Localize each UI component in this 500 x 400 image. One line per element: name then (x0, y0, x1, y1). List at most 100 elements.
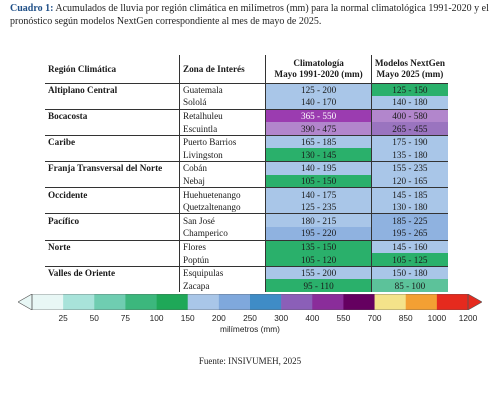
colorbar-tick-label: 25 (58, 313, 68, 323)
nextgen-value: 265 - 455 (371, 122, 448, 136)
zone-cell: Guatemala (178, 83, 266, 97)
nextgen-value: 145 - 185 (371, 187, 448, 201)
nextgen-value: 145 - 160 (371, 239, 448, 254)
table-row: Zacapa 95 - 110 85 - 100 (45, 279, 448, 292)
region-cell: Pacífico (45, 213, 180, 228)
table-row: Occidente Huehuetenango 140 - 175 145 - 185 (45, 187, 448, 201)
colorbar-segment (312, 294, 344, 310)
table-row: Norte Flores 135 - 150 145 - 160 (45, 239, 448, 254)
zone-cell: San José (178, 213, 266, 228)
header-zone: Zona de Interés (178, 55, 266, 84)
nextgen-value: 130 - 180 (371, 200, 448, 214)
colorbar-segment (32, 294, 64, 310)
table-row: Sololá 140 - 170 140 - 180 (45, 96, 448, 110)
climatology-value: 140 - 195 (265, 161, 372, 175)
climatology-value: 135 - 150 (265, 239, 372, 254)
region-cell (45, 253, 179, 266)
zone-cell: Sololá (178, 96, 266, 110)
colorbar-tick-label: 75 (120, 313, 131, 323)
header-climatology: Climatología Mayo 1991-2020 (mm) (265, 55, 372, 84)
header-nextgen: Modelos NextGen Mayo 2025 (mm) (371, 55, 448, 84)
climatology-value: 140 - 175 (265, 187, 372, 201)
colorbar-segment (374, 294, 407, 310)
precipitation-colorbar (18, 294, 482, 310)
climatology-value: 180 - 215 (265, 213, 372, 228)
colorbar-segment (343, 294, 375, 310)
region-cell: Occidente (45, 187, 180, 201)
nextgen-value: 155 - 235 (371, 161, 448, 175)
table-row: Quetzaltenango 125 - 235 130 - 180 (45, 200, 448, 214)
table-row: Caribe Puerto Barrios 165 - 185 175 - 190 (45, 134, 448, 149)
zone-cell: Retalhuleu (178, 108, 266, 123)
zone-cell: Livingston (178, 148, 266, 162)
colorbar-tick-label: 200 (211, 313, 226, 323)
colorbar-tick-label: 100 (149, 313, 164, 323)
climatology-value: 125 - 235 (265, 200, 372, 214)
climatology-value: 390 - 475 (265, 122, 372, 136)
colorbar-segment (281, 294, 313, 310)
colorbar-tick-label: 150 (180, 313, 195, 323)
zone-cell: Nebaj (178, 174, 266, 188)
colorbar-unit: milímetros (mm) (220, 324, 280, 334)
zone-cell: Cobán (178, 161, 266, 175)
rainfall-table: Región Climática Zona de Interés Climato… (45, 55, 448, 292)
colorbar-segment (436, 294, 469, 310)
table-row: Nebaj 105 - 150 120 - 165 (45, 174, 448, 188)
zone-cell: Puerto Barrios (178, 134, 266, 149)
climatology-value: 140 - 170 (265, 96, 372, 110)
region-cell (45, 96, 179, 109)
region-cell (45, 122, 179, 135)
nextgen-value: 85 - 100 (371, 279, 448, 292)
colorbar-min-arrow (18, 294, 33, 310)
nextgen-value: 125 - 150 (371, 83, 448, 97)
colorbar-max-arrow (467, 294, 482, 310)
nextgen-value: 120 - 165 (371, 174, 448, 188)
climatology-value: 125 - 200 (265, 83, 372, 97)
nextgen-value: 135 - 180 (371, 148, 448, 162)
nextgen-value: 150 - 180 (371, 265, 448, 280)
table-row: Poptún 105 - 120 105 - 125 (45, 253, 448, 267)
nextgen-value: 140 - 180 (371, 96, 448, 110)
climatology-value: 105 - 120 (265, 253, 372, 267)
colorbar-tick-label: 850 (398, 313, 413, 323)
region-cell (45, 227, 179, 240)
colorbar-segment (218, 294, 251, 310)
colorbar-segment (250, 294, 282, 310)
table-caption: Cuadro 1: Acumulados de lluvia por regió… (10, 3, 494, 28)
colorbar-border (31, 294, 469, 310)
colorbar-tick-label: 1200 (458, 313, 478, 323)
climatology-value: 95 - 110 (265, 279, 372, 292)
colorbar-segment (405, 294, 438, 310)
region-cell: Franja Transversal del Norte (45, 161, 180, 175)
zone-cell: Zacapa (178, 279, 266, 292)
caption-text: Acumulados de lluvia por región climátic… (10, 3, 489, 27)
caption-label: Cuadro 1: (10, 3, 54, 14)
climatology-value: 195 - 220 (265, 227, 372, 241)
region-cell: Bocacosta (45, 108, 180, 123)
zone-cell: Escuintla (178, 122, 266, 136)
zone-cell: Esquipulas (178, 265, 266, 280)
colorbar-segment (187, 294, 220, 310)
table-row: Pacífico San José 180 - 215 185 - 225 (45, 213, 448, 228)
colorbar-tick-label: 1000 (427, 313, 447, 323)
table-row: Altiplano Central Guatemala 125 - 200 125 -… (45, 83, 448, 97)
colorbar-tick-label: 550 (336, 313, 351, 323)
region-cell (45, 201, 179, 214)
region-cell (45, 175, 179, 188)
colorbar-tick-label: 700 (367, 313, 382, 323)
zone-cell: Quetzaltenango (178, 200, 266, 214)
climatology-value: 365 - 550 (265, 108, 372, 123)
table-row: Bocacosta Retalhuleu 365 - 550 400 - 580 (45, 108, 448, 123)
table-row: Franja Transversal del Norte Cobán 140 - 1… (45, 161, 448, 175)
colorbar-ticks: 25 50 75 100 150 200 250 300 400 550 700 850 1000 120… (0, 313, 500, 325)
climatology-value: 105 - 150 (265, 174, 372, 188)
zone-cell: Poptún (178, 253, 266, 267)
colorbar-segment (63, 294, 95, 310)
climatology-value: 130 - 145 (265, 148, 372, 162)
zone-cell: Champerico (178, 227, 266, 241)
colorbar-tick-label: 50 (89, 313, 99, 323)
table-row: Valles de Oriente Esquipulas 155 - 200 150 … (45, 265, 448, 280)
region-cell: Norte (45, 239, 180, 254)
climatology-value: 165 - 185 (265, 134, 372, 149)
nextgen-value: 105 - 125 (371, 253, 448, 267)
